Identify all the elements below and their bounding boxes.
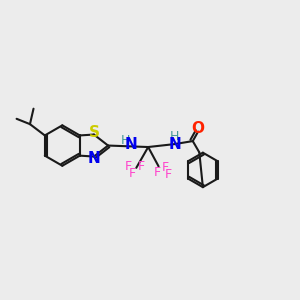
Text: S: S bbox=[88, 125, 99, 140]
Text: F: F bbox=[138, 160, 145, 173]
Text: F: F bbox=[162, 161, 169, 174]
Text: H: H bbox=[170, 130, 180, 143]
Text: F: F bbox=[154, 167, 161, 179]
Text: N: N bbox=[88, 152, 100, 166]
Text: O: O bbox=[192, 121, 205, 136]
Text: N: N bbox=[124, 137, 137, 152]
Text: F: F bbox=[164, 168, 172, 181]
Text: F: F bbox=[124, 160, 131, 173]
Text: H: H bbox=[121, 134, 130, 147]
Text: F: F bbox=[129, 167, 136, 180]
Text: N: N bbox=[169, 136, 181, 152]
